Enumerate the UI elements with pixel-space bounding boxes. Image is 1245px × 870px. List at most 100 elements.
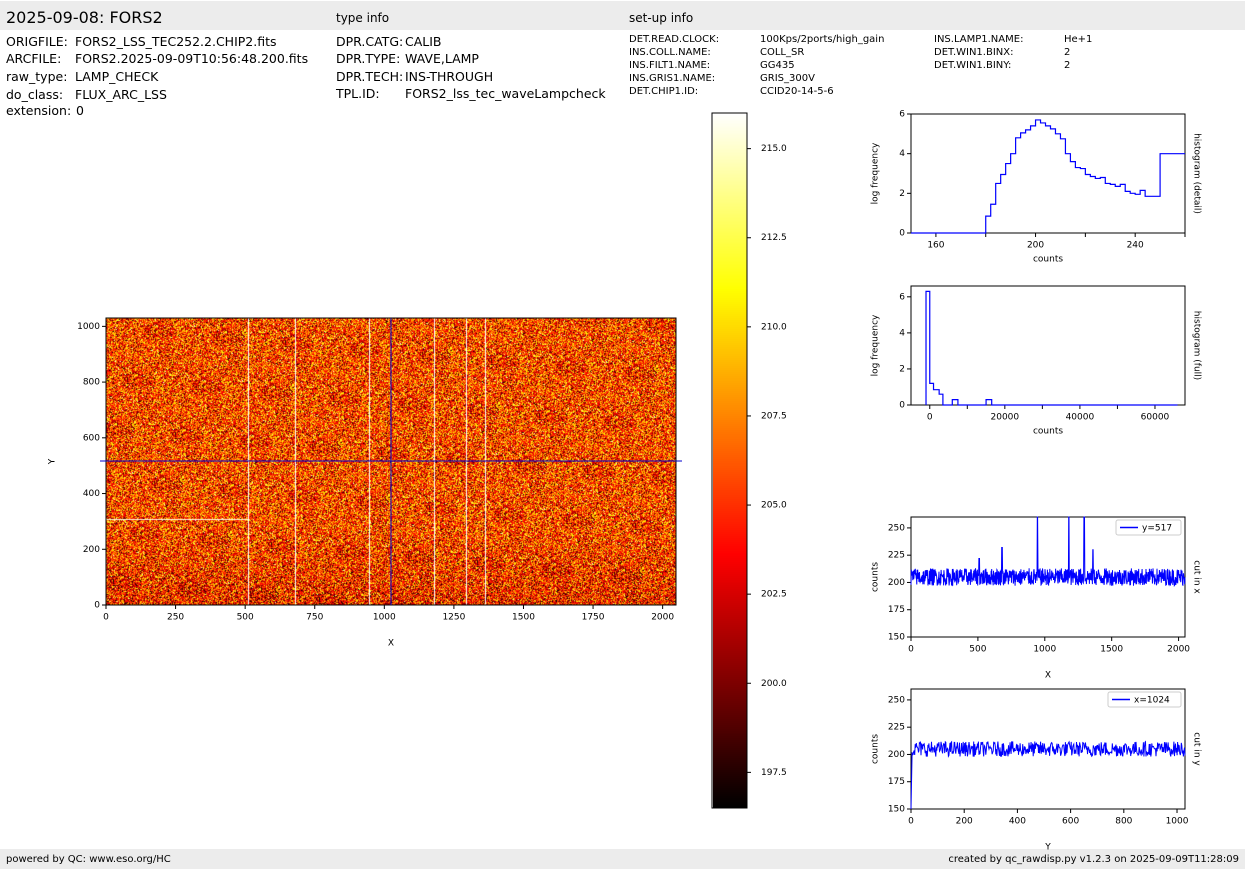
colorbar-tick-label: 207.5 bbox=[761, 411, 787, 421]
setup-info-value: COLL_SR bbox=[760, 47, 805, 58]
file-info-key: ARCFILE: bbox=[6, 51, 62, 66]
cut-y-legend-box bbox=[1107, 691, 1182, 708]
x-tick-label: 1500 bbox=[1100, 645, 1123, 655]
y-axis-label: log frequency bbox=[871, 314, 881, 376]
x-tick-label: 60000 bbox=[1141, 413, 1170, 423]
histogram-detail-series bbox=[911, 119, 1185, 234]
x-tick-label: 500 bbox=[237, 613, 254, 623]
x-tick-label: 400 bbox=[1009, 817, 1026, 827]
y-tick-label: 200 bbox=[83, 545, 100, 555]
setup-info-value: GRIS_300V bbox=[760, 73, 815, 84]
footer-right: created by qc_rawdisp.py v1.2.3 on 2025-… bbox=[948, 854, 1239, 865]
x-tick-label: 2000 bbox=[1167, 645, 1190, 655]
y-tick-label: 250 bbox=[888, 523, 905, 533]
setup-info-key: INS.GRIS1.NAME: bbox=[629, 73, 716, 84]
file-info-key: raw_type: bbox=[6, 69, 68, 84]
y-tick-label: 175 bbox=[888, 777, 905, 787]
setup-info-value: He+1 bbox=[1064, 34, 1093, 45]
x-axis-label: X bbox=[1045, 671, 1051, 681]
x-tick-label: 200 bbox=[956, 817, 973, 827]
side-label: histogram (detail) bbox=[1192, 133, 1202, 214]
file-info-value: 0 bbox=[76, 103, 84, 118]
y-axis-label: counts bbox=[871, 562, 881, 592]
x-tick-label: 500 bbox=[969, 645, 986, 655]
setup-info-key: DET.WIN1.BINY: bbox=[934, 60, 1012, 71]
x-tick-label: 1750 bbox=[582, 613, 605, 623]
x-tick-label: 200 bbox=[1027, 241, 1044, 251]
y-tick-label: 6 bbox=[899, 110, 905, 120]
x-tick-label: 800 bbox=[1115, 817, 1132, 827]
type-info-key: DPR.TYPE: bbox=[336, 51, 401, 66]
setup-info-key: DET.CHIP1.ID: bbox=[629, 86, 699, 97]
y-axis-label: Y bbox=[48, 458, 58, 465]
type-info-value: INS-THROUGH bbox=[405, 69, 494, 84]
y-tick-label: 200 bbox=[888, 578, 905, 588]
y-tick-label: 0 bbox=[899, 401, 905, 411]
file-info-value: LAMP_CHECK bbox=[75, 69, 159, 84]
x-axis-label: counts bbox=[1033, 427, 1063, 437]
setup-info-heading: set-up info bbox=[629, 11, 694, 25]
page-title: 2025-09-08: FORS2 bbox=[6, 8, 163, 27]
type-info-key: DPR.TECH: bbox=[336, 69, 404, 84]
setup-info-key: DET.READ.CLOCK: bbox=[629, 34, 720, 45]
y-tick-label: 150 bbox=[888, 805, 905, 815]
y-tick-label: 2 bbox=[899, 364, 905, 374]
setup-info-key: INS.LAMP1.NAME: bbox=[934, 34, 1024, 45]
setup-info-key: INS.FILT1.NAME: bbox=[629, 60, 711, 71]
cut-y-legend-label: x=1024 bbox=[1134, 696, 1170, 706]
setup-info-value: 2 bbox=[1064, 47, 1071, 58]
y-tick-label: 600 bbox=[83, 433, 100, 443]
side-label: cut in y bbox=[1192, 732, 1202, 766]
colorbar-frame bbox=[711, 112, 748, 809]
y-tick-label: 250 bbox=[888, 695, 905, 705]
side-label: histogram (full) bbox=[1192, 311, 1202, 380]
x-tick-label: 0 bbox=[908, 817, 914, 827]
footer-bar bbox=[0, 849, 1245, 869]
y-tick-label: 0 bbox=[94, 601, 100, 611]
x-tick-label: 0 bbox=[103, 613, 109, 623]
x-axis-label: Y bbox=[1044, 843, 1051, 853]
y-tick-label: 4 bbox=[899, 328, 905, 338]
type-info-key: TPL.ID: bbox=[336, 86, 380, 101]
cut-x-series bbox=[910, 516, 1186, 588]
x-tick-label: 40000 bbox=[1066, 413, 1095, 423]
y-tick-label: 0 bbox=[899, 229, 905, 239]
type-info-value: CALIB bbox=[405, 34, 442, 49]
type-info-key: DPR.CATG: bbox=[336, 34, 404, 49]
file-info-key: ORIGFILE: bbox=[6, 34, 68, 49]
setup-info-value: 2 bbox=[1064, 60, 1071, 71]
header-bar bbox=[0, 1, 1245, 30]
setup-info-key: DET.WIN1.BINX: bbox=[934, 47, 1014, 58]
x-axis-label: counts bbox=[1033, 255, 1063, 265]
setup-info-value: GG435 bbox=[760, 60, 795, 71]
file-info-value: FORS2_LSS_TEC252.2.CHIP2.fits bbox=[75, 34, 277, 49]
x-tick-label: 600 bbox=[1062, 817, 1079, 827]
cut-y-series bbox=[910, 740, 1186, 810]
x-tick-label: 0 bbox=[927, 413, 933, 423]
y-tick-label: 1000 bbox=[77, 322, 100, 332]
hist_detail-frame bbox=[910, 113, 1186, 234]
setup-info-key: INS.COLL.NAME: bbox=[629, 47, 711, 58]
side-label: cut in x bbox=[1192, 560, 1202, 594]
x-tick-label: 20000 bbox=[991, 413, 1020, 423]
x-tick-label: 1000 bbox=[373, 613, 396, 623]
cut-x-legend-label: y=517 bbox=[1142, 524, 1172, 534]
x-tick-label: 2000 bbox=[651, 613, 674, 623]
y-tick-label: 400 bbox=[83, 489, 100, 499]
setup-info-value: CCID20-14-5-6 bbox=[760, 86, 834, 97]
y-tick-label: 175 bbox=[888, 605, 905, 615]
y-tick-label: 200 bbox=[888, 750, 905, 760]
y-tick-label: 800 bbox=[83, 378, 100, 388]
colorbar-tick-label: 200.0 bbox=[761, 679, 787, 689]
type-info-heading: type info bbox=[336, 11, 390, 25]
histogram-full-series bbox=[925, 290, 1178, 406]
file-info-value: FORS2.2025-09-09T10:56:48.200.fits bbox=[75, 51, 309, 66]
hist_full-frame bbox=[910, 285, 1186, 406]
x-tick-label: 240 bbox=[1127, 241, 1144, 251]
file-info-key: do_class: bbox=[6, 87, 64, 102]
y-tick-label: 150 bbox=[888, 633, 905, 643]
y-axis-label: log frequency bbox=[871, 142, 881, 204]
y-tick-label: 225 bbox=[888, 551, 905, 561]
colorbar-tick-label: 205.0 bbox=[761, 501, 787, 511]
